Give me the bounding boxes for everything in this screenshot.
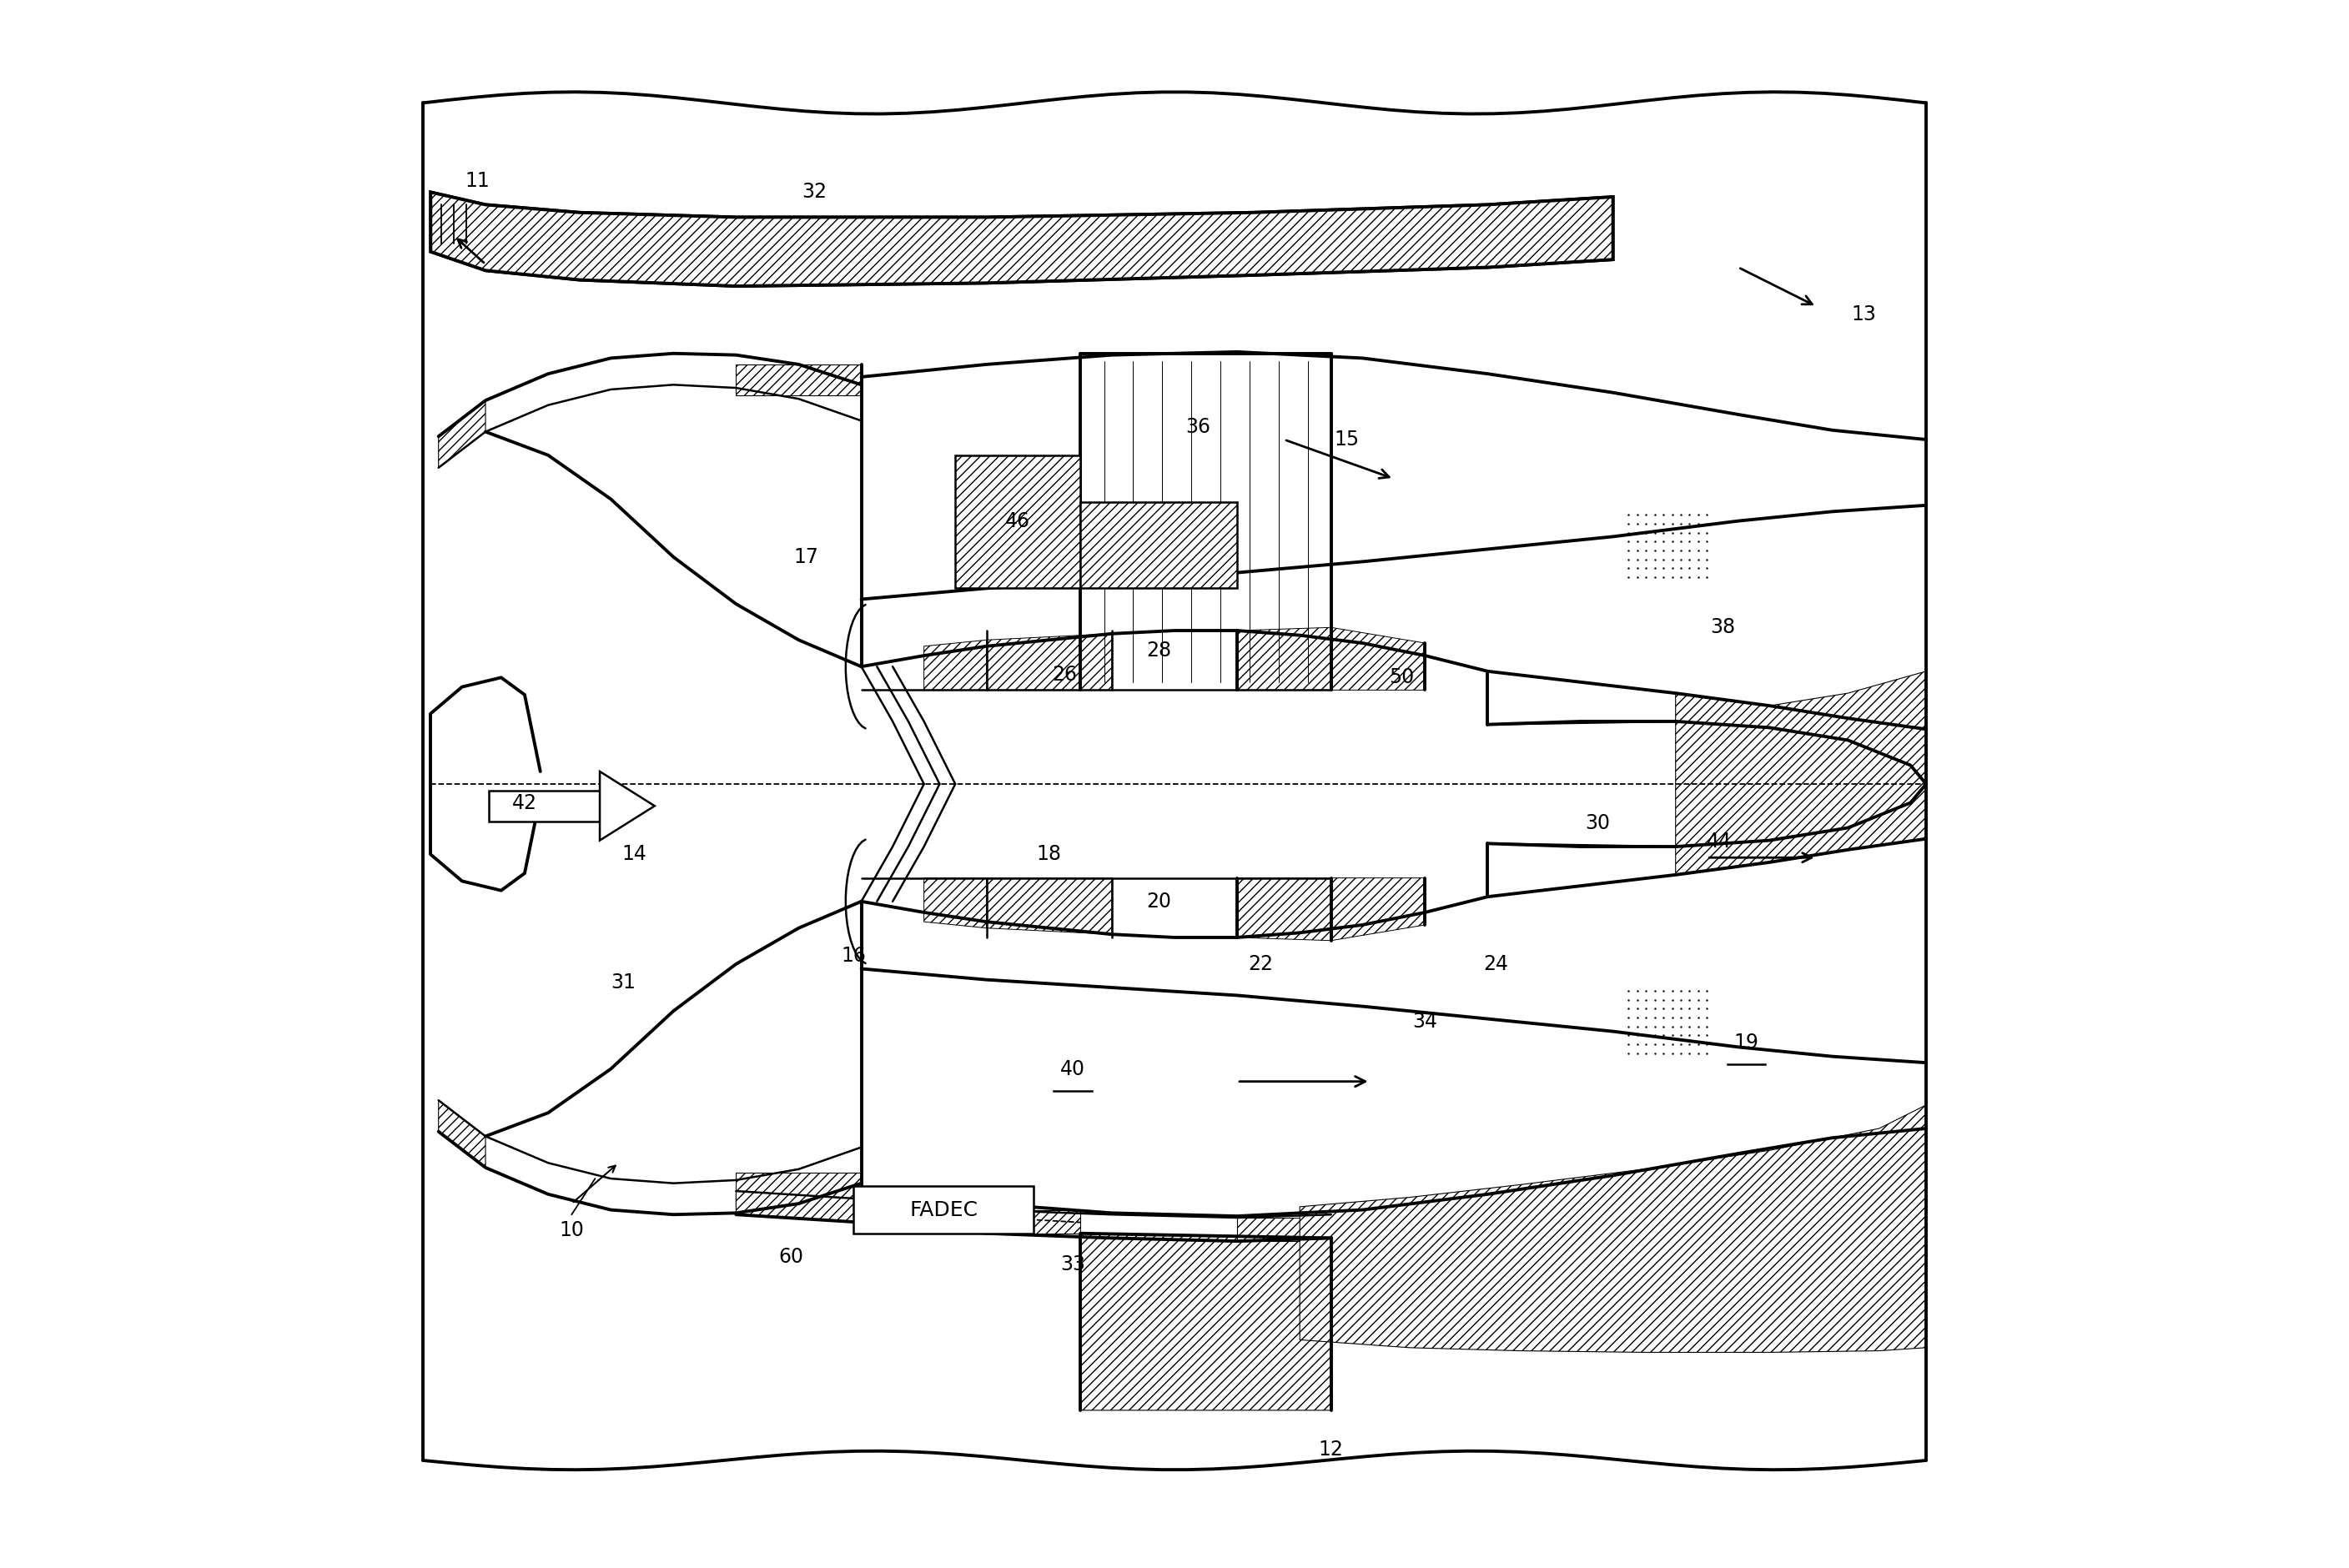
Text: 38: 38 bbox=[1710, 618, 1736, 638]
Text: 16: 16 bbox=[841, 946, 867, 966]
Polygon shape bbox=[1332, 627, 1426, 690]
Polygon shape bbox=[735, 1173, 862, 1204]
Polygon shape bbox=[735, 1192, 862, 1223]
Text: 15: 15 bbox=[1334, 430, 1360, 450]
Polygon shape bbox=[987, 633, 1111, 690]
Text: 17: 17 bbox=[794, 547, 820, 568]
Text: 26: 26 bbox=[1052, 665, 1078, 684]
Polygon shape bbox=[956, 455, 1081, 588]
Text: 50: 50 bbox=[1388, 668, 1414, 687]
Text: 34: 34 bbox=[1412, 1011, 1438, 1032]
Polygon shape bbox=[439, 1101, 486, 1168]
Polygon shape bbox=[1675, 671, 1926, 875]
Text: 40: 40 bbox=[1059, 1058, 1085, 1079]
Text: 11: 11 bbox=[465, 171, 491, 191]
Text: FADEC: FADEC bbox=[909, 1200, 977, 1220]
Polygon shape bbox=[430, 193, 1614, 285]
Text: 20: 20 bbox=[1146, 892, 1172, 911]
Text: 30: 30 bbox=[1586, 814, 1609, 833]
Polygon shape bbox=[489, 790, 611, 822]
Polygon shape bbox=[923, 640, 987, 690]
Polygon shape bbox=[439, 400, 486, 467]
Text: 33: 33 bbox=[1059, 1254, 1085, 1275]
Text: 22: 22 bbox=[1247, 953, 1273, 974]
Text: 18: 18 bbox=[1036, 845, 1062, 864]
Text: 60: 60 bbox=[778, 1247, 803, 1267]
Polygon shape bbox=[1238, 1218, 1332, 1242]
Text: 14: 14 bbox=[622, 845, 646, 864]
Polygon shape bbox=[1238, 627, 1332, 690]
Text: 28: 28 bbox=[1146, 641, 1172, 662]
Polygon shape bbox=[430, 193, 1614, 285]
Text: 32: 32 bbox=[801, 182, 827, 202]
Polygon shape bbox=[1332, 878, 1426, 941]
Text: 31: 31 bbox=[611, 972, 637, 993]
Polygon shape bbox=[987, 878, 1111, 935]
Text: 13: 13 bbox=[1851, 304, 1877, 325]
Text: 42: 42 bbox=[512, 793, 538, 812]
Text: 24: 24 bbox=[1482, 953, 1508, 974]
Polygon shape bbox=[1238, 878, 1332, 941]
Text: 10: 10 bbox=[559, 1220, 585, 1240]
FancyBboxPatch shape bbox=[853, 1187, 1034, 1234]
Polygon shape bbox=[987, 1210, 1081, 1234]
Polygon shape bbox=[1081, 1234, 1332, 1410]
Polygon shape bbox=[1299, 1105, 1926, 1352]
Polygon shape bbox=[735, 364, 862, 395]
Text: 44: 44 bbox=[1708, 833, 1731, 851]
Text: 19: 19 bbox=[1734, 1032, 1759, 1052]
Text: 12: 12 bbox=[1318, 1439, 1344, 1460]
Polygon shape bbox=[1081, 502, 1238, 588]
Text: 46: 46 bbox=[1005, 511, 1031, 532]
Text: 36: 36 bbox=[1186, 417, 1210, 437]
Polygon shape bbox=[923, 878, 987, 928]
Polygon shape bbox=[599, 771, 655, 840]
